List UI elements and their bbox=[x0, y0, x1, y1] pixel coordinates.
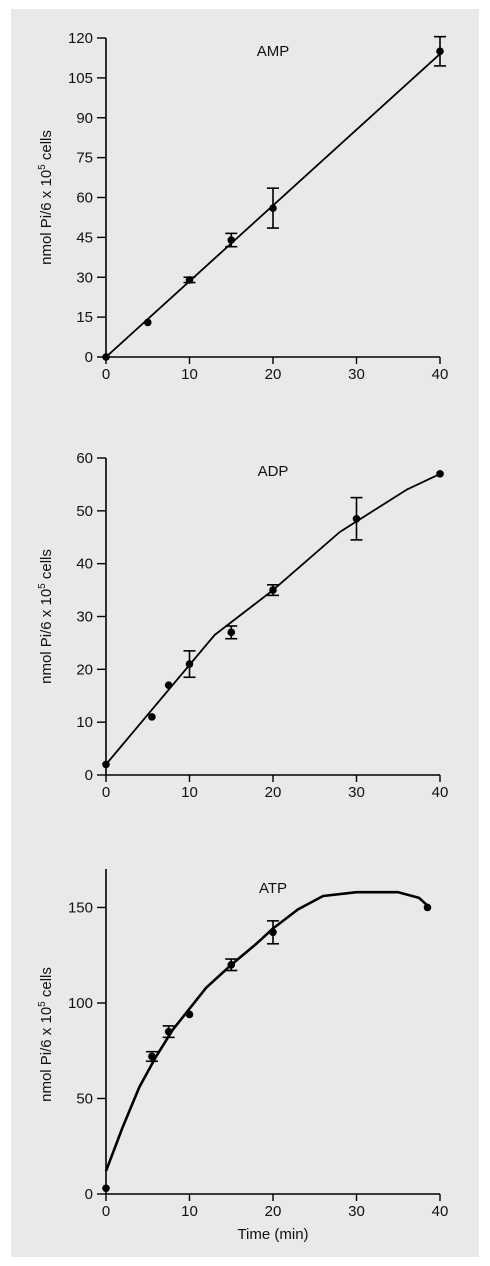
panel-label: ADP bbox=[258, 463, 289, 480]
data-point bbox=[102, 1184, 110, 1193]
x-tick-label: 30 bbox=[348, 1203, 365, 1220]
data-point bbox=[102, 353, 110, 361]
y-axis-title: nmol Pi/6 x 105 cells bbox=[37, 967, 55, 1102]
fit-line bbox=[105, 473, 441, 765]
panel-label: AMP bbox=[257, 43, 290, 60]
y-axis-title: nmol Pi/6 x 105 cells bbox=[37, 549, 55, 684]
x-tick-label: 0 bbox=[102, 366, 110, 383]
y-tick-label: 105 bbox=[68, 70, 93, 87]
data-point bbox=[185, 276, 194, 284]
x-tick-label: 10 bbox=[181, 784, 198, 801]
chart-canvas: 0 15 30 45 60 75 90 105 120 0 10 20 30 40 AMP nmol Pi/6… bbox=[37, 30, 448, 1243]
x-tick-label: 20 bbox=[265, 1203, 282, 1220]
data-point bbox=[269, 928, 277, 937]
y-tick-label: 60 bbox=[76, 450, 93, 467]
x-tick-label: 40 bbox=[432, 784, 449, 801]
data-point bbox=[148, 713, 156, 721]
data-point bbox=[352, 514, 361, 523]
x-tick-label: 20 bbox=[265, 366, 282, 383]
y-tick-label: 120 bbox=[68, 30, 93, 47]
panel-atp: 0 50 100 150 0 10 20 30 40 ATP nmol Pi/6 x 105 cel… bbox=[37, 869, 448, 1243]
y-tick-label: 10 bbox=[76, 714, 93, 731]
x-tick-label: 10 bbox=[181, 366, 198, 383]
x-tick-label: 10 bbox=[181, 1203, 198, 1220]
y-tick-label: 75 bbox=[76, 150, 93, 167]
y-tick-label: 60 bbox=[76, 190, 93, 207]
data-point bbox=[269, 204, 277, 212]
y-tick-label: 20 bbox=[76, 661, 93, 678]
y-tick-label: 50 bbox=[76, 1090, 93, 1107]
x-tick-label: 40 bbox=[432, 366, 449, 383]
panel-adp: 0 10 20 30 40 50 60 0 10 20 30 40 ADP nmol Pi/6 x 105… bbox=[37, 450, 448, 801]
y-tick-label: 45 bbox=[76, 229, 93, 246]
x-tick-label: 30 bbox=[348, 366, 365, 383]
data-point bbox=[185, 1010, 194, 1019]
y-tick-label: 150 bbox=[68, 899, 93, 916]
y-tick-label: 0 bbox=[85, 1186, 93, 1203]
y-tick-label: 40 bbox=[76, 556, 93, 573]
y-tick-label: 30 bbox=[76, 609, 93, 626]
y-tick-label: 0 bbox=[85, 767, 93, 784]
data-point bbox=[436, 47, 444, 56]
data-point bbox=[269, 586, 277, 594]
y-tick-label: 30 bbox=[76, 269, 93, 286]
x-tick-label: 20 bbox=[265, 784, 282, 801]
y-tick-label: 50 bbox=[76, 503, 93, 520]
data-point bbox=[227, 628, 236, 637]
x-axis-title: Time (min) bbox=[237, 1226, 308, 1243]
figure-background: 0 15 30 45 60 75 90 105 120 0 10 20 30 40 AMP nmol Pi/6… bbox=[11, 9, 479, 1257]
y-axis-title: nmol Pi/6 x 105 cells bbox=[37, 130, 55, 265]
panel-amp: 0 15 30 45 60 75 90 105 120 0 10 20 30 40 AMP nmol Pi/6… bbox=[37, 30, 448, 383]
x-tick-label: 30 bbox=[348, 784, 365, 801]
x-tick-label: 0 bbox=[102, 1203, 110, 1220]
data-point bbox=[164, 681, 173, 689]
data-point bbox=[423, 903, 432, 912]
panel-label: ATP bbox=[259, 880, 287, 897]
data-point bbox=[436, 470, 444, 478]
data-point bbox=[143, 318, 152, 327]
data-point bbox=[164, 1027, 173, 1036]
x-tick-label: 0 bbox=[102, 784, 110, 801]
x-tick-label: 40 bbox=[432, 1203, 449, 1220]
y-tick-label: 15 bbox=[76, 309, 93, 326]
data-point bbox=[185, 660, 194, 668]
data-point bbox=[227, 960, 236, 969]
y-tick-label: 90 bbox=[76, 110, 93, 127]
data-point bbox=[227, 236, 236, 244]
data-point bbox=[102, 760, 110, 769]
y-tick-label: 100 bbox=[68, 995, 93, 1012]
data-point bbox=[148, 1052, 156, 1061]
y-tick-label: 0 bbox=[85, 349, 93, 366]
fit-line bbox=[104, 890, 429, 1172]
